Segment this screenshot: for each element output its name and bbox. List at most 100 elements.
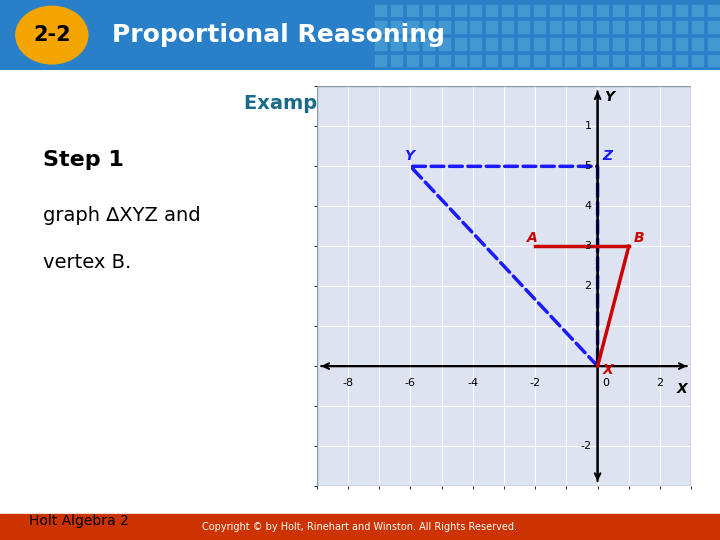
- Bar: [406, 3, 419, 17]
- Bar: [675, 3, 688, 17]
- Text: Example 3 Continued: Example 3 Continued: [243, 94, 477, 113]
- Bar: [707, 37, 720, 51]
- Bar: [707, 21, 720, 33]
- Bar: [580, 3, 593, 17]
- Bar: [501, 3, 514, 17]
- Bar: [454, 37, 467, 51]
- Text: 2-2: 2-2: [33, 25, 71, 45]
- Bar: [691, 3, 704, 17]
- Bar: [549, 37, 562, 51]
- Text: B: B: [634, 231, 644, 245]
- Bar: [549, 3, 562, 17]
- Bar: [485, 3, 498, 17]
- Bar: [612, 54, 625, 68]
- Bar: [406, 37, 419, 51]
- Bar: [660, 21, 672, 33]
- Bar: [469, 21, 482, 33]
- Bar: [564, 21, 577, 33]
- Bar: [580, 37, 593, 51]
- Bar: [517, 21, 530, 33]
- Bar: [390, 3, 403, 17]
- Bar: [374, 21, 387, 33]
- Bar: [422, 21, 435, 33]
- Bar: [596, 3, 609, 17]
- Bar: [675, 21, 688, 33]
- Text: A: A: [527, 231, 538, 245]
- Bar: [374, 3, 387, 17]
- Bar: [580, 21, 593, 33]
- Bar: [707, 54, 720, 68]
- Bar: [390, 54, 403, 68]
- Bar: [564, 37, 577, 51]
- Text: -2: -2: [530, 378, 541, 388]
- Bar: [660, 37, 672, 51]
- Text: -8: -8: [343, 378, 354, 388]
- Bar: [517, 37, 530, 51]
- Bar: [644, 21, 657, 33]
- Text: Y: Y: [404, 150, 414, 163]
- Bar: [675, 54, 688, 68]
- Bar: [533, 54, 546, 68]
- Text: -6: -6: [405, 378, 416, 388]
- Bar: [438, 54, 451, 68]
- Bar: [533, 3, 546, 17]
- Bar: [454, 21, 467, 33]
- Text: Copyright © by Holt, Rinehart and Winston. All Rights Reserved.: Copyright © by Holt, Rinehart and Winsto…: [202, 522, 518, 532]
- Bar: [549, 21, 562, 33]
- Bar: [374, 54, 387, 68]
- Bar: [422, 54, 435, 68]
- Bar: [374, 37, 387, 51]
- Text: X: X: [677, 382, 687, 396]
- Bar: [580, 54, 593, 68]
- Text: Holt Algebra 2: Holt Algebra 2: [29, 514, 129, 528]
- Bar: [422, 3, 435, 17]
- Bar: [517, 54, 530, 68]
- Bar: [628, 3, 641, 17]
- Text: -2: -2: [580, 441, 591, 451]
- Bar: [422, 37, 435, 51]
- Bar: [675, 37, 688, 51]
- Bar: [390, 37, 403, 51]
- Bar: [533, 37, 546, 51]
- Text: Z: Z: [602, 150, 612, 163]
- Bar: [454, 3, 467, 17]
- Bar: [612, 37, 625, 51]
- Bar: [596, 21, 609, 33]
- Text: X: X: [602, 363, 613, 377]
- Bar: [628, 21, 641, 33]
- Text: 0: 0: [602, 378, 609, 388]
- Bar: [564, 3, 577, 17]
- Bar: [469, 3, 482, 17]
- Bar: [628, 54, 641, 68]
- Bar: [438, 21, 451, 33]
- Bar: [612, 21, 625, 33]
- Ellipse shape: [16, 6, 88, 64]
- Bar: [707, 3, 720, 17]
- Text: vertex B.: vertex B.: [43, 253, 132, 272]
- Bar: [485, 21, 498, 33]
- Text: 1: 1: [585, 122, 591, 131]
- Text: Step 1: Step 1: [43, 150, 124, 170]
- Bar: [501, 37, 514, 51]
- Text: Proportional Reasoning: Proportional Reasoning: [112, 23, 445, 47]
- Bar: [501, 54, 514, 68]
- Bar: [644, 37, 657, 51]
- Bar: [485, 54, 498, 68]
- Bar: [596, 37, 609, 51]
- Bar: [438, 37, 451, 51]
- Bar: [0, 514, 720, 540]
- Bar: [406, 21, 419, 33]
- Text: 4: 4: [584, 201, 591, 211]
- Bar: [628, 37, 641, 51]
- Bar: [517, 3, 530, 17]
- Text: 5: 5: [585, 161, 591, 171]
- Bar: [533, 21, 546, 33]
- Bar: [454, 54, 467, 68]
- Bar: [390, 21, 403, 33]
- Bar: [660, 3, 672, 17]
- Text: graph ∆XYZ and: graph ∆XYZ and: [43, 206, 201, 225]
- Bar: [644, 54, 657, 68]
- Bar: [644, 3, 657, 17]
- Bar: [549, 54, 562, 68]
- Bar: [469, 37, 482, 51]
